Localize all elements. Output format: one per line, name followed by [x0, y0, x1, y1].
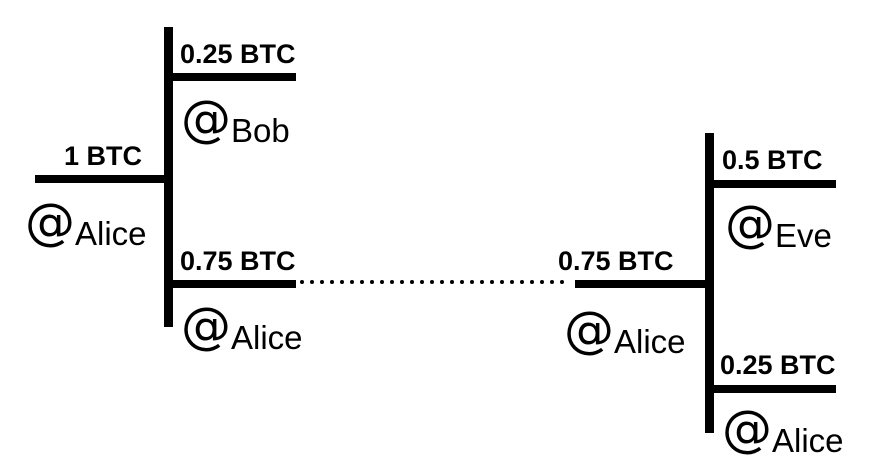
right-output-alice-amount: 0.25 BTC [720, 350, 836, 380]
owner-name: Eve [775, 217, 832, 254]
left-output-alice-line [168, 280, 296, 288]
left-output-bob-owner: @Bob [181, 94, 290, 147]
connector-dot [560, 280, 564, 284]
connector-dot [320, 280, 324, 284]
connector-dot [520, 280, 524, 284]
connector-dot [370, 280, 374, 284]
owner-name: Alice [231, 319, 303, 356]
right-vertical-line [705, 133, 714, 433]
dotted-connector [300, 278, 572, 290]
left-output-alice-owner: @Alice [181, 301, 303, 354]
at-sign: @ [564, 301, 614, 359]
right-output-eve-amount: 0.5 BTC [722, 145, 823, 175]
connector-dot [440, 280, 444, 284]
connector-dot [380, 280, 384, 284]
left-input-amount: 1 BTC [64, 141, 143, 171]
connector-dot [300, 280, 304, 284]
connector-dot [410, 280, 414, 284]
right-input-line [575, 280, 713, 288]
at-sign: @ [25, 193, 75, 251]
right-output-eve-line [709, 180, 836, 188]
connector-dot [390, 280, 394, 284]
left-input-line [35, 175, 168, 183]
left-input-owner: @Alice [25, 197, 147, 250]
connector-dot [490, 280, 494, 284]
connector-dot [540, 280, 544, 284]
at-sign: @ [181, 90, 231, 148]
owner-name: Alice [75, 215, 147, 252]
connector-dot [470, 280, 474, 284]
right-output-alice-owner: @Alice [722, 404, 844, 457]
connector-dot [480, 280, 484, 284]
owner-name: Alice [772, 422, 844, 459]
connector-dot [340, 280, 344, 284]
at-sign: @ [725, 195, 775, 253]
connector-dot [510, 280, 514, 284]
owner-name: Bob [231, 112, 290, 149]
connector-dot [420, 280, 424, 284]
connector-dot [360, 280, 364, 284]
right-output-eve-owner: @Eve [725, 199, 832, 252]
left-output-bob-amount: 0.25 BTC [180, 39, 296, 69]
connector-dot [530, 280, 534, 284]
connector-dot [430, 280, 434, 284]
owner-name: Alice [614, 323, 686, 360]
at-sign: @ [722, 400, 772, 458]
connector-dot [500, 280, 504, 284]
right-input-amount: 0.75 BTC [558, 246, 674, 276]
connector-dot [450, 280, 454, 284]
connector-dot [350, 280, 354, 284]
connector-dot [330, 280, 334, 284]
connector-dot [550, 280, 554, 284]
connector-dot [400, 280, 404, 284]
connector-dot [310, 280, 314, 284]
right-input-owner: @Alice [564, 305, 686, 358]
left-output-alice-amount: 0.75 BTC [180, 246, 296, 276]
left-vertical-line [164, 27, 173, 327]
at-sign: @ [181, 297, 231, 355]
right-output-alice-line [709, 385, 836, 393]
connector-dot [460, 280, 464, 284]
left-output-bob-line [168, 73, 296, 81]
